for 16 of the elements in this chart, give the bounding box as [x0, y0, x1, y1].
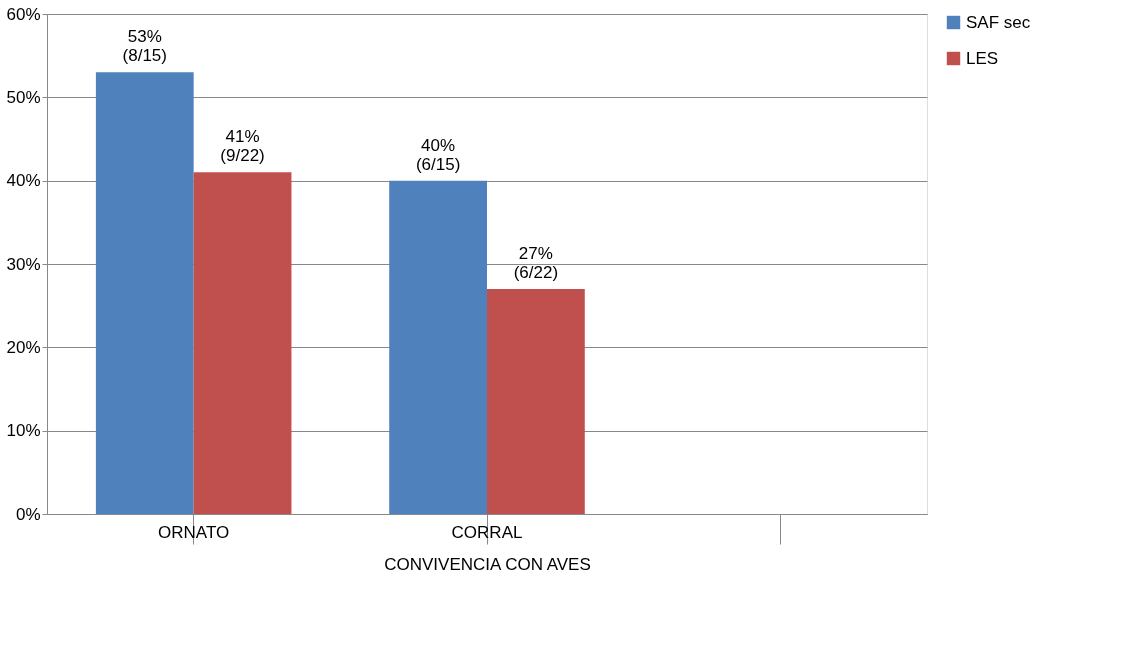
x-tick-label: ORNATO — [158, 522, 230, 542]
data-label: 41% (9/22) — [220, 127, 265, 166]
y-tick-label: 60% — [6, 4, 41, 24]
data-label: 53% (8/15) — [122, 27, 167, 66]
x-axis-title: CONVIVENCIA CON AVES — [384, 555, 591, 574]
y-tick-label: 20% — [6, 337, 41, 357]
legend-label: LES — [966, 48, 999, 68]
y-tick-label: 0% — [15, 504, 41, 524]
data-label: 27% (6/22) — [513, 244, 559, 282]
y-tick-label: 40% — [6, 171, 41, 191]
y-tick-label: 50% — [6, 87, 41, 107]
data-label: 40% (6/15) — [415, 135, 461, 174]
x-tick-label: CORRAL — [451, 522, 523, 542]
y-tick-label: 10% — [6, 421, 41, 441]
y-tick-label: 30% — [6, 254, 41, 274]
legend-label: SAF sec — [966, 12, 1031, 32]
